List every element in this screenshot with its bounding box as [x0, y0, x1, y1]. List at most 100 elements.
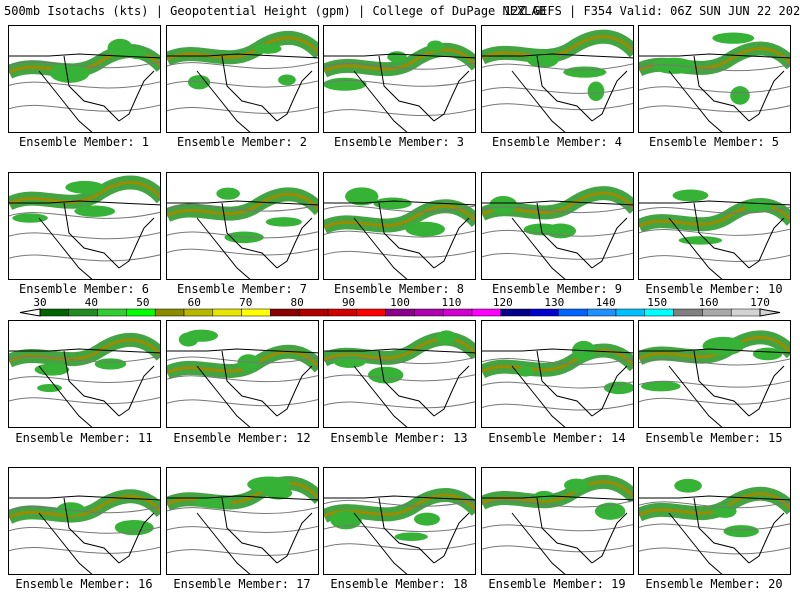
ensemble-member-label: Ensemble Member: 6: [18, 282, 150, 296]
isotach-area: [534, 490, 554, 501]
ensemble-member-map: [481, 467, 634, 575]
coastline: [167, 495, 318, 574]
colorbar-tick-label: 120: [492, 296, 513, 309]
ensemble-member-map: [638, 467, 791, 575]
isotach-area: [373, 197, 412, 210]
colorbar-swatch: [212, 308, 242, 317]
height-contour: [167, 204, 318, 212]
coastline: [482, 200, 633, 279]
height-contour: [167, 248, 318, 256]
colorbar-tick-label: 60: [187, 296, 201, 309]
colorbar-swatch: [558, 308, 588, 317]
isotach-area: [178, 332, 199, 347]
ensemble-member-label: Ensemble Member: 1: [18, 135, 150, 149]
coastline: [482, 53, 633, 132]
map-graphic: [324, 187, 475, 279]
isotach-area: [394, 532, 428, 541]
height-contour: [167, 399, 318, 407]
colorbar-swatch: [270, 308, 300, 317]
height-contour: [639, 523, 790, 531]
height-contour: [639, 85, 790, 94]
height-contour: [482, 205, 633, 214]
height-contour: [167, 80, 318, 88]
ensemble-member-map: [166, 25, 319, 133]
ensemble-member-map: [8, 25, 161, 133]
map-graphic: [9, 332, 160, 427]
ensemble-member-map: [323, 25, 476, 133]
height-contour: [9, 375, 160, 383]
colorbar-swatch: [702, 308, 732, 317]
height-contour: [9, 61, 160, 69]
height-contour: [324, 499, 475, 507]
isotach-area: [730, 86, 750, 105]
colorbar-tick-label: 50: [136, 296, 150, 309]
colorbar-max-arrow: [759, 308, 781, 317]
map-graphic: [167, 476, 318, 574]
jet-core: [482, 35, 633, 60]
map-graphic: [9, 38, 160, 132]
ensemble-member-label: Ensemble Member: 11: [15, 431, 153, 445]
ensemble-member-label: Ensemble Member: 12: [173, 431, 311, 445]
height-contour: [639, 228, 790, 236]
colorbar-swatch: [529, 308, 559, 317]
isotach-area: [12, 213, 48, 223]
coastline: [639, 495, 790, 574]
ensemble-member-label: Ensemble Member: 3: [333, 135, 465, 149]
colorbar-tick-label: 150: [647, 296, 668, 309]
ensemble-member-label: Ensemble Member: 9: [491, 282, 623, 296]
height-contour: [9, 396, 160, 405]
jet-core: [9, 181, 160, 206]
height-contour: [482, 357, 633, 365]
isotach-area: [387, 51, 407, 63]
height-contour: [324, 62, 475, 70]
coastline: [639, 348, 790, 427]
coastline: [324, 495, 475, 574]
ensemble-member-label: Ensemble Member: 20: [645, 577, 783, 591]
isotach-area: [94, 358, 127, 370]
height-contour: [167, 506, 318, 514]
coastline: [324, 53, 475, 132]
coastline: [482, 348, 633, 427]
map-graphic: [639, 330, 790, 427]
height-contour: [639, 64, 790, 72]
ensemble-member-map: [166, 172, 319, 280]
isotach-area: [427, 40, 444, 52]
isotach-area: [723, 525, 759, 538]
height-contour: [167, 356, 318, 364]
coastline: [639, 200, 790, 279]
height-contour: [639, 206, 790, 214]
colorbar-tick-label: 30: [33, 296, 47, 309]
isotach-area: [564, 478, 589, 492]
colorbar-swatch: [68, 308, 98, 317]
isotach-area: [324, 77, 367, 91]
isotach-area: [517, 366, 534, 377]
coastline: [324, 200, 475, 279]
ensemble-member-map: [481, 172, 634, 280]
isotach-area: [65, 180, 105, 194]
height-contour: [482, 229, 633, 237]
coastline: [9, 348, 160, 427]
height-contour: [639, 358, 790, 366]
isotach-area: [678, 236, 723, 245]
isotach-area: [672, 189, 709, 202]
height-contour: [9, 81, 160, 89]
ensemble-member-map: [166, 467, 319, 575]
height-contour: [324, 79, 475, 87]
colorbar-min-arrow: [19, 308, 41, 317]
jet-core: [482, 349, 633, 374]
map-graphic: [9, 489, 160, 574]
ensemble-member-map: [8, 172, 161, 280]
map-graphic: [167, 187, 318, 279]
isotach-area: [489, 195, 518, 214]
jet-core: [167, 481, 318, 506]
isotach-area: [405, 221, 445, 237]
isotach-area: [330, 510, 362, 530]
map-graphic: [9, 175, 160, 279]
isotach-area: [603, 381, 633, 395]
ensemble-member-map: [8, 320, 161, 428]
height-contour: [639, 547, 790, 555]
isotach-area: [594, 502, 626, 520]
height-contour: [167, 548, 318, 556]
height-contour: [167, 375, 318, 383]
colorbar-tick-label: 80: [290, 296, 304, 309]
